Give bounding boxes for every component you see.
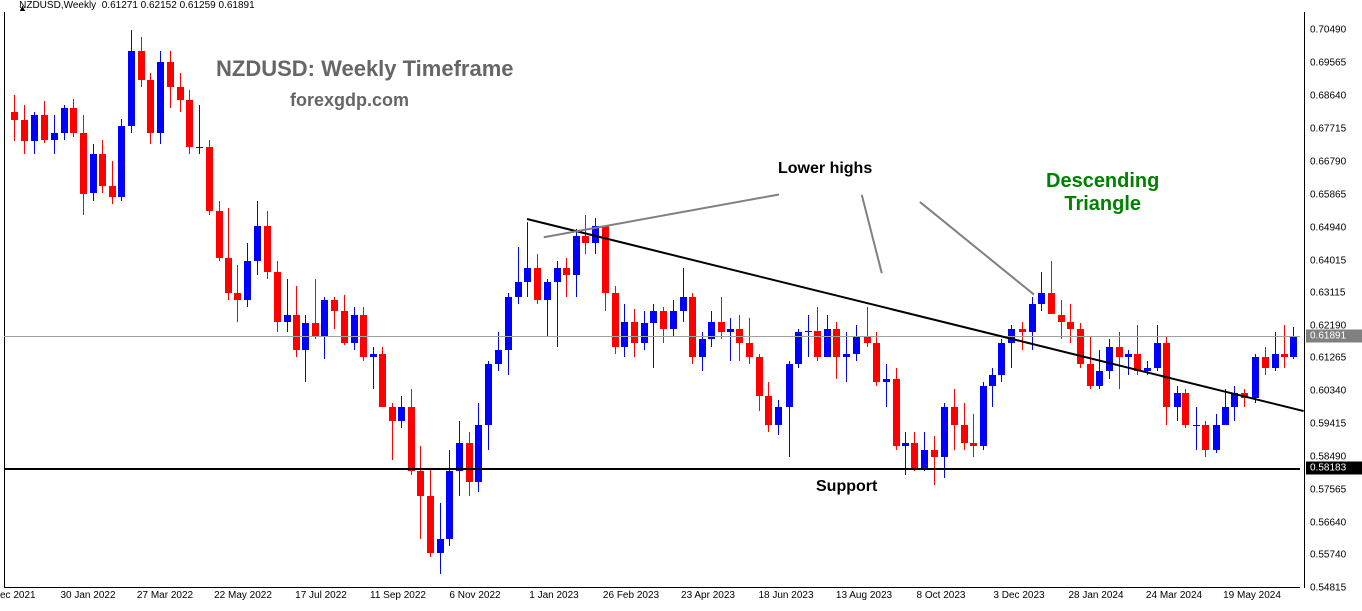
y-tick-label: 0.63115 (1310, 287, 1345, 298)
y-tick-label: 0.59415 (1310, 419, 1346, 430)
y-tick-label: 0.65865 (1310, 189, 1346, 200)
y-axis: 0.70490 0.69565 0.68640 0.67715 0.66790 0.658… (1304, 12, 1362, 588)
y-tick-label: 0.60340 (1310, 386, 1346, 397)
current-price-tag: 0.61891 (1306, 330, 1362, 343)
x-tick-label: 5 Dec 2021 (0, 590, 36, 601)
x-tick-label: 3 Dec 2023 (993, 590, 1044, 601)
x-tick-label: 18 Jun 2023 (758, 590, 813, 601)
y-tick-label: 0.69565 (1310, 58, 1346, 69)
y-tick-label: 0.70490 (1310, 25, 1346, 36)
x-tick-label: 23 Apr 2023 (681, 590, 735, 601)
y-tick-label: 0.66790 (1310, 156, 1346, 167)
x-tick-label: 30 Jan 2022 (60, 590, 115, 601)
y-tick-label: 0.61265 (1310, 353, 1346, 364)
chart-title-annotation: NZDUSD: Weekly Timeframe (216, 56, 514, 82)
x-tick-label: 27 Mar 2022 (137, 590, 193, 601)
x-tick-label: 11 Sep 2022 (370, 590, 426, 601)
symbol-ohlc-label: ▲ NZDUSD,Weekly 0.61271 0.62152 0.61259 … (8, 0, 255, 11)
y-tick-label: 0.56640 (1310, 518, 1346, 529)
current-price-line (4, 336, 1300, 337)
support-line (4, 468, 1300, 470)
chart-plot-area[interactable]: 5 Dec 202130 Jan 202227 Mar 202222 May 2… (4, 12, 1300, 588)
y-tick-label: 0.64015 (1310, 255, 1346, 266)
x-tick-label: 26 Feb 2023 (603, 590, 659, 601)
y-tick-label: 0.54815 (1310, 583, 1346, 594)
x-tick-label: 24 Mar 2024 (1146, 590, 1202, 601)
chart-source-annotation: forexgdp.com (290, 90, 409, 111)
x-tick-label: 6 Nov 2022 (449, 590, 500, 601)
x-tick-label: 8 Oct 2023 (917, 590, 966, 601)
pattern-annotation: Descending Triangle (1046, 170, 1159, 216)
y-tick-label: 0.68640 (1310, 90, 1346, 101)
y-tick-label: 0.57565 (1310, 485, 1346, 496)
y-tick-label: 0.64940 (1310, 222, 1346, 233)
y-tick-label: 0.55740 (1310, 550, 1346, 561)
chart-container: ▲ NZDUSD,Weekly 0.61271 0.62152 0.61259 … (0, 0, 1362, 611)
x-tick-label: 22 May 2022 (214, 590, 272, 601)
lower-highs-label: Lower highs (778, 160, 872, 178)
x-tick-label: 28 Jan 2024 (1068, 590, 1123, 601)
x-tick-label: 17 Jul 2022 (295, 590, 347, 601)
x-tick-label: 13 Aug 2023 (836, 590, 892, 601)
support-label: Support (816, 478, 877, 496)
support-price-tag: 0.58183 (1306, 462, 1362, 475)
x-tick-label: 19 May 2024 (1223, 590, 1281, 601)
x-tick-label: 1 Jan 2023 (529, 590, 579, 601)
y-tick-label: 0.67715 (1310, 123, 1346, 134)
